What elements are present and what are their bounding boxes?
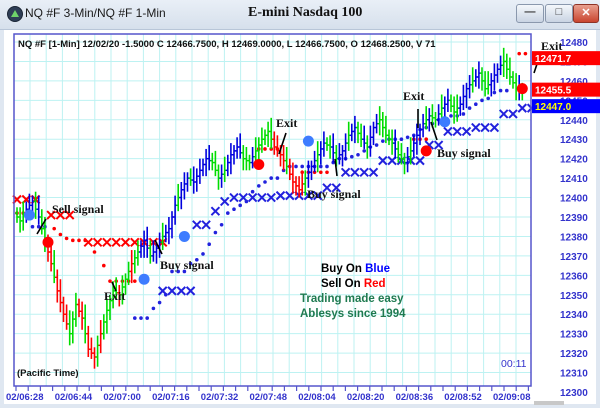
chart-grid [14,34,531,386]
close-icon: ✕ [581,7,591,19]
y-tick-label: 12310 [560,369,588,380]
y-tick-label: 12460 [560,77,588,88]
y-tick-label: 12350 [560,291,588,302]
horizontal-scrollbar[interactable] [534,401,564,405]
maximize-icon: □ [555,6,563,18]
minimize-icon: — [524,6,536,18]
price-flag [532,99,600,114]
y-tick-label: 12480 [560,38,588,49]
sell-signal-marker [516,83,528,95]
signal-dots [23,83,528,285]
y-tick-label: 12330 [560,330,588,341]
legend-line: Buy On Blue [321,263,390,275]
y-tick-label: 12370 [560,252,588,263]
sell-signal-marker [420,145,432,157]
x-tick-label: 02/08:04 [298,392,336,403]
x-tick-label: 02/06:28 [6,392,44,403]
price-flags: 12471.7 12455.5 12447.0 [532,51,600,114]
buy-signal-marker [439,116,451,128]
close-button[interactable]: ✕ [573,4,599,23]
x-tick-label: 02/08:52 [444,392,482,403]
x-tick-label: 02/06:44 [55,392,93,403]
y-tick-label: 12300 [560,388,588,399]
window-title: NQ #F 3-Min/NQ #F 1-Min [25,6,166,20]
price-flag-label: 12455.5 [535,86,572,97]
app-logo-icon [7,6,23,22]
y-tick-label: 12440 [560,116,588,127]
y-tick-label: 12380 [560,232,588,243]
timezone-label: (Pacific Time) [17,368,79,379]
annotation-label: Sell signal [52,202,104,216]
y-tick-label: 12400 [560,194,588,205]
y-tick-label: 12430 [560,135,588,146]
y-tick-label: 12360 [560,271,588,282]
price-flag [532,51,600,66]
signal-annotations: Sell signal Exit Buy signal Exit Buy signal E… [36,39,562,303]
annotation-label: Exit [104,289,125,303]
sell-stop-markers [12,51,528,283]
buy-signal-marker [138,273,150,285]
buy-signal-marker [302,135,314,147]
annotation-label: Exit [276,116,297,130]
legend-line: Trading made easy [300,293,404,305]
x-tick-label: 02/07:32 [201,392,239,403]
annotation-label: Buy signal [307,187,361,201]
symbol-info: NQ #F [1-Min] 12/02/20 -1.5000 C 12466.7… [18,39,436,50]
price-flag-label: 12447.0 [535,102,572,113]
chart-title: E-mini Nasdaq 100 [248,5,363,20]
x-tick-label: 02/08:36 [396,392,434,403]
sell-signal-marker [253,159,265,170]
y-axis: 12300 12310 12320 12330 12340 12350 12360 12370… [560,38,588,399]
annotation-label: Buy signal [437,146,491,160]
minimize-button[interactable]: — [516,4,544,23]
y-tick-label: 12420 [560,155,588,166]
maximize-button[interactable]: □ [545,4,573,23]
x-tick-label: 02/08:20 [347,392,385,403]
annotation-label: Buy signal [160,258,214,272]
x-tick-label: 02/07:48 [250,392,288,403]
x-tick-label: 02/09:08 [493,392,531,403]
buy-signal-marker [23,209,35,221]
legend-line: Ablesys since 1994 [300,308,406,320]
window-titlebar: NQ #F 3-Min/NQ #F 1-Min E-mini Nasdaq 10… [0,0,600,30]
y-tick-label: 12340 [560,310,588,321]
y-tick-label: 12320 [560,349,588,360]
y-tick-label: 12390 [560,213,588,224]
bar-timer: 00:11 [501,358,527,370]
y-tick-label: 12410 [560,174,588,185]
sell-signal-marker [42,236,54,248]
price-flag-label: 12471.7 [535,54,572,65]
x-tick-label: 02/07:16 [152,392,190,403]
x-tick-label: 02/07:00 [103,392,141,403]
annotation-label: Exit [403,89,424,103]
x-axis: 02/06:28 02/06:44 02/07:00 02/07:16 02/07:32… [6,386,531,403]
legend: Buy On Blue Sell On Red Trading made easy A… [300,263,406,320]
annotation-label: Exit [541,39,562,53]
price-bars [15,47,525,369]
legend-line: Sell On Red [321,278,386,290]
buy-signal-marker [178,230,190,242]
price-flag [532,82,600,97]
buy-stop-markers [30,88,537,320]
